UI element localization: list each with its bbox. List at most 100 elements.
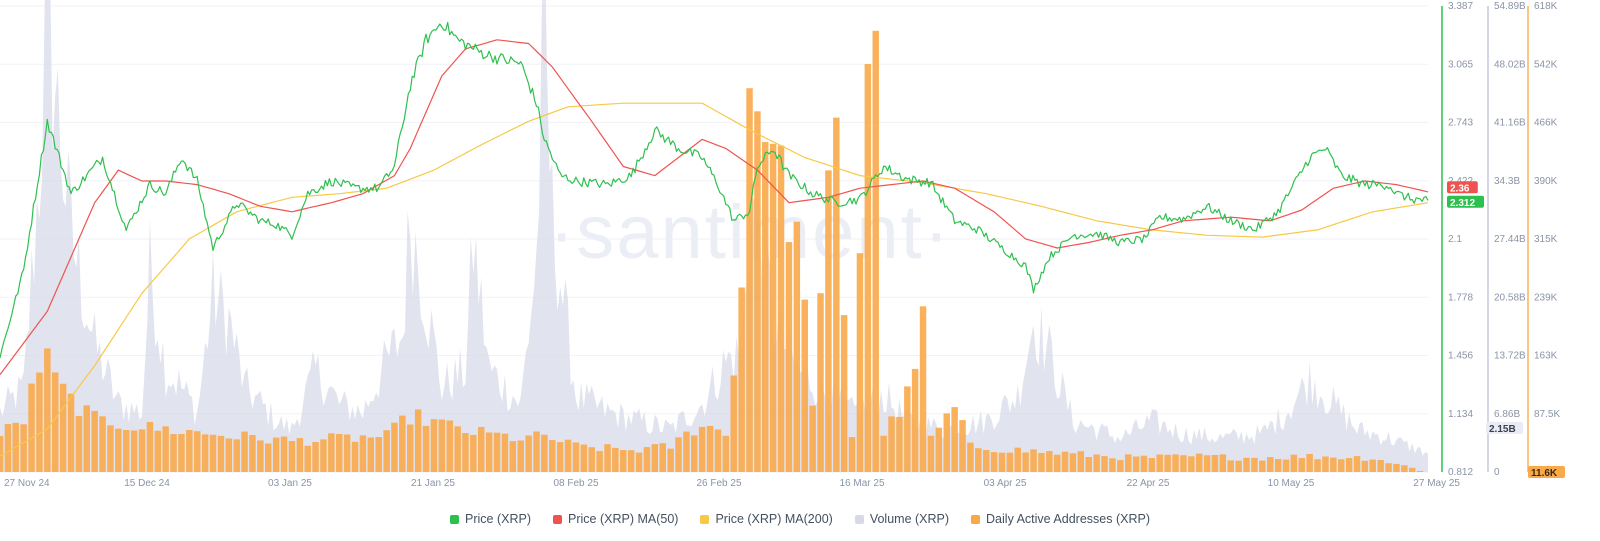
daa-bar [1385, 463, 1392, 472]
daa-bar [990, 452, 998, 472]
daa-bar [446, 420, 453, 472]
daa-bar [698, 426, 706, 472]
daa-bar [1282, 459, 1290, 472]
axis-price-label: 1.456 [1448, 351, 1473, 362]
daa-bar [762, 142, 769, 472]
daa-bar [975, 448, 982, 472]
daa-bar [1188, 456, 1195, 472]
axis-volume-label: 20.58B [1494, 292, 1526, 303]
daa-bar [588, 447, 595, 472]
daa-bar [675, 437, 682, 472]
badge-daa-bg [1528, 466, 1565, 478]
daa-bar [904, 386, 911, 472]
daa-bar [1148, 458, 1156, 472]
legend-swatch-volume [854, 514, 864, 524]
daa-bar [549, 440, 556, 472]
daa-bar [612, 447, 619, 472]
daa-bar [138, 429, 146, 472]
daa-bar [83, 405, 90, 472]
daa-bar [967, 442, 974, 472]
daa-bar [706, 425, 714, 472]
daa-bar [919, 306, 927, 472]
daa-bar [1030, 449, 1037, 472]
daa-bar [209, 434, 217, 472]
daa-bar [817, 293, 824, 472]
legend-item-ma200[interactable]: Price (XRP) MA(200) [700, 512, 833, 526]
x-tick-label: 03 Jan 25 [268, 478, 312, 489]
daa-bar [343, 434, 351, 472]
daa-bar [596, 451, 603, 472]
x-tick-label: 03 Apr 25 [984, 478, 1027, 489]
x-tick-label: 27 Nov 24 [4, 478, 50, 489]
daa-bar [1314, 459, 1321, 472]
axis-price-label: 3.065 [1448, 59, 1473, 70]
badge-volume-bg [1486, 421, 1523, 434]
legend-item-daa[interactable]: Daily Active Addresses (XRP) [971, 512, 1150, 526]
daa-bar [233, 439, 240, 472]
x-tick-label: 21 Jan 25 [411, 478, 455, 489]
daa-bar [754, 111, 761, 473]
daa-bar [454, 426, 461, 472]
daa-bar [1267, 457, 1274, 472]
daa-bar [162, 426, 169, 472]
daa-bar [683, 431, 690, 472]
daa-bar [1180, 455, 1187, 472]
daa-bar [1290, 454, 1298, 472]
daa-bar [414, 409, 422, 472]
daa-bar [1274, 459, 1282, 472]
daa-bar [556, 442, 564, 472]
axis-daa-label: 315K [1534, 234, 1558, 245]
daa-bar [1061, 451, 1069, 472]
daa-bar [1416, 471, 1424, 472]
daa-bar [359, 435, 367, 472]
daa-bar [1401, 465, 1408, 472]
daa-bar [67, 393, 75, 472]
daa-bar [1164, 454, 1171, 472]
daa-bar [643, 447, 651, 472]
daa-bar [407, 424, 414, 472]
daa-bar [564, 439, 572, 472]
daa-bar [367, 437, 375, 472]
axis-volume: 54.89B 48.02B 41.16B 34.3B 27.44B 20.58B 13.72… [1494, 1, 1526, 478]
daa-bar [52, 372, 59, 472]
legend-swatch-ma50 [553, 514, 562, 524]
axis-price-label: 1.134 [1448, 409, 1473, 420]
daa-bar [1093, 454, 1100, 472]
axis-price: 3.387 3.065 2.743 2.422 2.1 1.778 1.456 1.134 0.… [1448, 1, 1473, 478]
series-ma200-line [0, 102, 1429, 457]
daa-bar [20, 424, 27, 472]
daa-bar [627, 450, 635, 472]
daa-bar [422, 425, 430, 472]
daa-bar [493, 432, 501, 472]
daa-bar [1409, 467, 1416, 472]
legend-item-volume[interactable]: Volume (XRP) [854, 512, 949, 526]
daa-bar [1251, 457, 1258, 472]
daa-bar [478, 426, 485, 472]
daa-bar [225, 438, 233, 472]
daa-bar [777, 145, 785, 472]
legend: Price (XRP) Price (XRP) MA(50) Price (XR… [0, 512, 1600, 526]
legend-item-price[interactable]: Price (XRP) [450, 512, 531, 526]
daa-bar [4, 424, 12, 472]
x-tick-label: 15 Dec 24 [124, 478, 170, 489]
daa-bar [730, 375, 737, 472]
axis-daa-label: 163K [1534, 351, 1558, 362]
daa-bar [1006, 452, 1014, 472]
legend-item-ma50[interactable]: Price (XRP) MA(50) [553, 512, 678, 526]
daa-bar [793, 221, 801, 472]
daa-bar [1077, 451, 1085, 472]
daa-bar [257, 440, 264, 472]
axis-volume-label: 13.72B [1494, 351, 1526, 362]
legend-label-daa: Daily Active Addresses (XRP) [986, 512, 1150, 526]
daa-bar [659, 443, 666, 472]
daa-bar [115, 428, 122, 472]
daa-bar [864, 64, 872, 472]
daa-bar [1353, 456, 1361, 472]
daa-bar [509, 441, 517, 472]
daa-bar [872, 30, 879, 473]
daa-bar [154, 430, 162, 472]
axis-volume-label: 54.89B [1494, 1, 1526, 12]
daa-bar [785, 242, 793, 472]
daa-bar [1054, 454, 1061, 472]
axis-daa-label: 542K [1534, 59, 1558, 70]
